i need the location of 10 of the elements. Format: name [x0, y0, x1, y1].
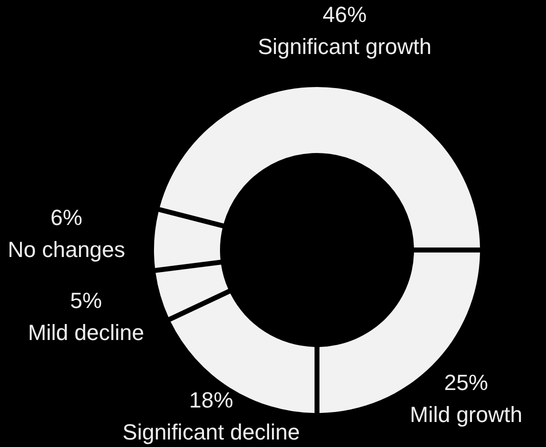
slice-label: Mild decline — [28, 320, 144, 346]
data-label: 5% — [70, 288, 102, 314]
slice-label: No changes — [8, 237, 126, 262]
slice-label: Significant decline — [122, 420, 300, 445]
data-label: 46% — [322, 2, 367, 28]
data-label: 18% — [189, 388, 234, 413]
data-label: 25% — [444, 370, 488, 396]
data-label: 6% — [50, 205, 82, 230]
slice-label: Significant growth — [258, 34, 432, 60]
slice-label: Mild growth — [410, 402, 522, 428]
